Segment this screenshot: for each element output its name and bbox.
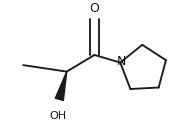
Text: OH: OH xyxy=(49,111,66,121)
Text: N: N xyxy=(117,55,126,68)
Text: O: O xyxy=(90,2,99,15)
Polygon shape xyxy=(55,72,67,100)
